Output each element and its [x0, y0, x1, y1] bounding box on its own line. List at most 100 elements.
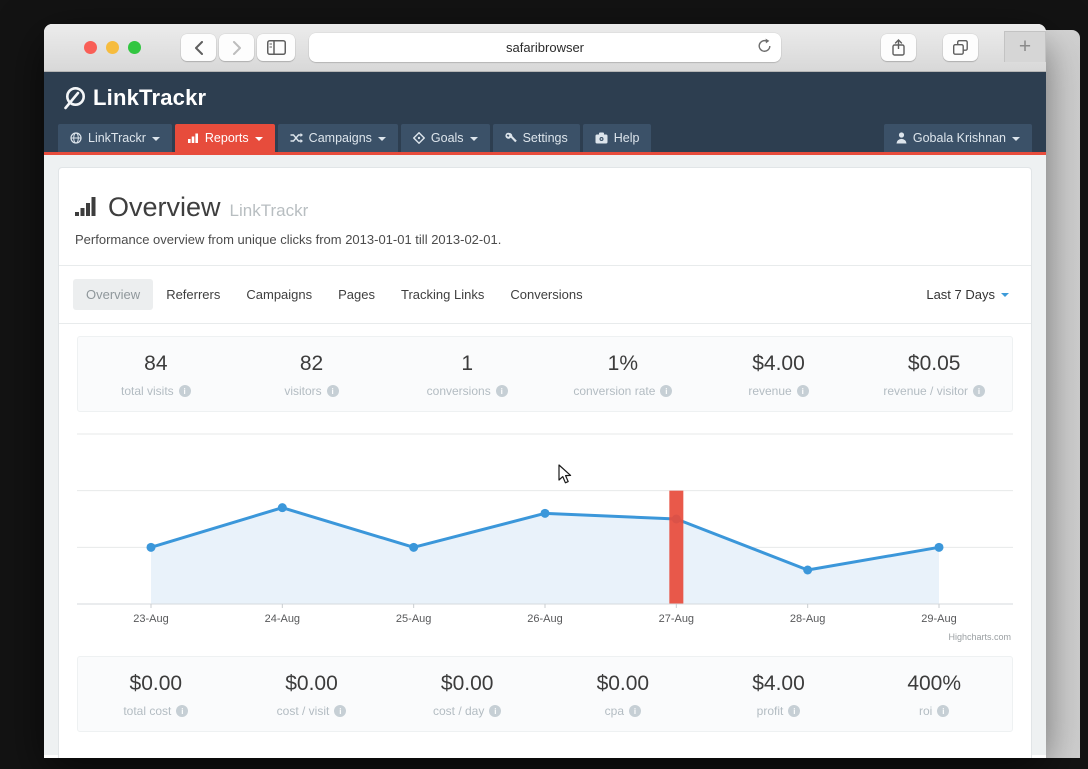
svg-text:26-Aug: 26-Aug [527, 613, 562, 625]
brand-text: LinkTrackr [93, 85, 207, 110]
nav-item-linktrackr[interactable]: LinkTrackr [58, 124, 172, 152]
reload-button[interactable] [757, 38, 772, 57]
sidebar-icon [266, 40, 286, 55]
info-icon[interactable]: i [176, 705, 189, 717]
url-text: safaribrowser [505, 40, 585, 55]
svg-text:23-Aug: 23-Aug [133, 613, 168, 625]
stat-label: revenue [748, 384, 792, 398]
nav-label: Settings [522, 131, 568, 145]
stat-value: 84 [144, 352, 168, 375]
stat-value: 1% [607, 352, 639, 375]
stat-cpa: $0.00 cpa i [545, 672, 701, 718]
chevron-down-icon [254, 136, 263, 141]
stat-label: cpa [604, 704, 625, 718]
stat-value: $0.00 [285, 672, 338, 695]
tabs-row: Overview Referrers Campaigns Pages Track… [59, 266, 1031, 324]
tab-conversions[interactable]: Conversions [510, 287, 583, 302]
date-range-label: Last 7 Days [926, 287, 995, 302]
stat-total-cost: $0.00 total cost i [78, 672, 234, 718]
minimize-button[interactable] [106, 41, 119, 54]
tab-referrers[interactable]: Referrers [166, 287, 221, 302]
user-icon [896, 132, 907, 144]
info-icon[interactable]: i [788, 705, 801, 717]
info-icon[interactable]: i [334, 705, 347, 717]
signal-bars-icon [75, 197, 96, 216]
tab-overview-button[interactable] [943, 34, 978, 61]
overview-card: Overview LinkTrackr Performance overview… [58, 167, 1032, 758]
stat-value: 400% [907, 672, 962, 695]
stat-revenue: $4.00 revenue i [701, 352, 857, 398]
chevron-down-icon [151, 136, 160, 141]
back-icon [194, 40, 203, 55]
stat-cost-per-day: $0.00 cost / day i [389, 672, 545, 718]
info-icon[interactable]: i [489, 705, 502, 717]
chevron-down-icon [377, 136, 386, 141]
page-content: Overview LinkTrackr Performance overview… [44, 155, 1046, 758]
wrench-icon [504, 132, 517, 143]
info-icon[interactable]: i [973, 385, 986, 397]
forward-icon [232, 40, 241, 55]
info-icon[interactable]: i [796, 385, 809, 397]
info-icon[interactable]: i [495, 385, 508, 397]
titlebar-right-buttons: + [881, 30, 1046, 65]
svg-text:Highcharts.com: Highcharts.com [948, 632, 1011, 642]
tab-campaigns[interactable]: Campaigns [246, 287, 313, 302]
info-icon[interactable]: i [178, 385, 191, 397]
nav-item-goals[interactable]: Goals [400, 124, 490, 152]
stat-label: cost / day [433, 704, 485, 718]
stat-value: $4.00 [752, 672, 805, 695]
stats-band-top: 84 total visits i 82 visitors i 1 conversi… [77, 336, 1013, 412]
nav-item-help[interactable]: Help [582, 124, 652, 152]
app-header: LinkTrackr [44, 72, 1046, 124]
help-icon [595, 132, 608, 144]
back-button[interactable] [181, 34, 216, 61]
shuffle-icon [290, 133, 303, 143]
address-bar[interactable]: safaribrowser [309, 33, 781, 62]
zoom-button[interactable] [128, 41, 141, 54]
info-icon[interactable]: i [937, 705, 950, 717]
traffic-lights [84, 41, 141, 54]
stat-revenue-per-visitor: $0.05 revenue / visitor i [856, 352, 1012, 398]
plus-icon: + [1018, 34, 1032, 58]
info-icon[interactable]: i [660, 385, 673, 397]
user-menu[interactable]: Gobala Krishnan [883, 124, 1032, 152]
nav-item-settings[interactable]: Settings [492, 124, 580, 152]
forward-button[interactable] [219, 34, 254, 61]
stat-label: revenue / visitor [883, 384, 969, 398]
stat-total-visits: 84 total visits i [78, 352, 234, 398]
nav-item-reports[interactable]: Reports [174, 124, 275, 152]
date-range-dropdown[interactable]: Last 7 Days [926, 287, 1017, 302]
info-icon[interactable]: i [629, 705, 642, 717]
nav-label: LinkTrackr [88, 131, 146, 145]
globe-icon [70, 132, 82, 144]
share-icon [892, 39, 905, 56]
stat-value: 82 [299, 352, 324, 375]
tab-overview[interactable]: Overview [73, 279, 154, 310]
svg-text:29-Aug: 29-Aug [921, 613, 956, 625]
stat-label: total visits [120, 384, 174, 398]
tab-pages[interactable]: Pages [338, 287, 376, 302]
safari-window: safaribrowser [44, 24, 1046, 758]
stat-value: $0.05 [907, 352, 961, 375]
nav-label: Campaigns [308, 131, 372, 145]
stat-value: 1 [461, 352, 474, 375]
visits-line-chart[interactable]: 23-Aug 24-Aug 25-Aug 26-Aug 27-Aug 28-Aug 29-A… [77, 420, 1013, 646]
stat-value: $0.00 [129, 672, 183, 695]
tab-tracking-links[interactable]: Tracking Links [401, 287, 485, 302]
goal-diamond-icon [412, 132, 425, 144]
brand-logo[interactable]: LinkTrackr [62, 85, 206, 111]
sidebar-toggle-button[interactable] [257, 34, 295, 61]
user-name: Gobala Krishnan [912, 131, 1006, 145]
stat-label: profit [756, 704, 784, 718]
stat-value: $4.00 [752, 352, 805, 375]
close-button[interactable] [84, 41, 97, 54]
stat-conversions: 1 conversions i [389, 352, 545, 398]
stat-conversion-rate: 1% conversion rate i [545, 352, 701, 398]
nav-item-campaigns[interactable]: Campaigns [277, 124, 398, 152]
stat-value: $0.00 [440, 672, 494, 695]
nav-label: Help [613, 131, 640, 145]
stats-band-bottom: $0.00 total cost i $0.00 cost / visit i $0… [77, 656, 1013, 732]
new-tab-button[interactable]: + [1004, 30, 1046, 62]
share-button[interactable] [881, 34, 916, 61]
info-icon[interactable]: i [326, 385, 339, 397]
